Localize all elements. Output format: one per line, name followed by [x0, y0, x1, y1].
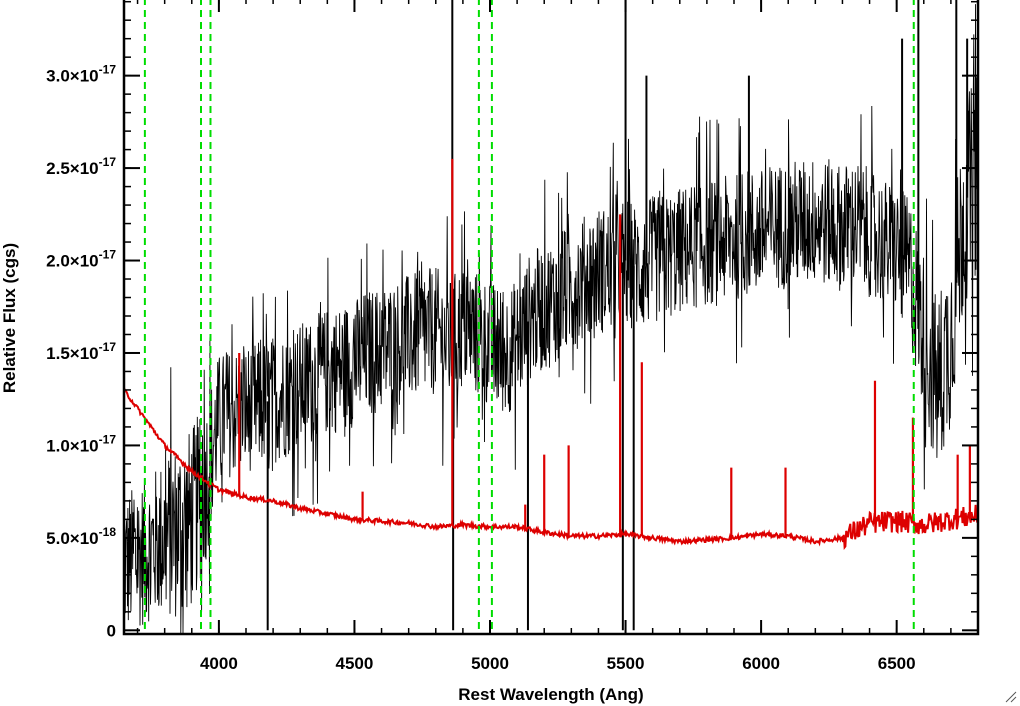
x-tick-label: 5000: [471, 654, 509, 673]
y-tick-mantissa: 1.5×10: [46, 344, 98, 363]
y-axis-title: Relative Flux (cgs): [0, 243, 19, 393]
resize-grip-icon[interactable]: [1005, 691, 1017, 703]
x-axis-title: Rest Wavelength (Ang): [458, 685, 643, 704]
y-tick-label: 1.5×10-17: [46, 340, 116, 363]
x-tick-label: 6500: [878, 654, 916, 673]
x-tick-label: 4500: [336, 654, 374, 673]
y-tick-label: 1.0×10-17: [46, 432, 116, 455]
x-tick-labels: 4000 4500 5000 5500 6000 6500: [200, 654, 916, 673]
y-tick-mantissa: 5.0×10: [46, 529, 98, 548]
series-line: [123, 4, 979, 634]
plot-frame: [122, 0, 980, 636]
series-line: [123, 387, 979, 551]
series-observed: [123, 0, 979, 634]
x-tick-label: 5500: [607, 654, 645, 673]
y-tick-label: 3.0×10-17: [46, 63, 116, 86]
axis-ticks: [124, 0, 979, 634]
y-tick-mantissa: 3.0×10: [46, 67, 98, 86]
y-tick-label: 2.0×10-17: [46, 248, 116, 271]
y-tick-exponent: -17: [99, 248, 117, 262]
y-tick-exponent: -17: [99, 155, 117, 169]
y-tick-label: 5.0×10-18: [46, 525, 116, 548]
y-tick-label: 2.5×10-17: [46, 155, 116, 178]
y-tick-exponent: -17: [99, 340, 117, 354]
series-model: [123, 158, 979, 551]
y-tick-mantissa: 1.0×10: [46, 436, 98, 455]
y-tick-mantissa: 2.0×10: [46, 252, 98, 271]
y-tick-exponent: -17: [99, 432, 117, 446]
series-layer: [123, 0, 979, 634]
y-tick-exponent: -18: [99, 525, 117, 539]
x-tick-label: 4000: [200, 654, 238, 673]
reference-lines: [143, 0, 915, 634]
x-tick-label: 6000: [742, 654, 780, 673]
y-tick-label: 0: [107, 621, 116, 640]
y-tick-mantissa: 2.5×10: [46, 159, 98, 178]
y-tick-exponent: -17: [99, 63, 117, 77]
y-tick-labels: 05.0×10-181.0×10-171.5×10-172.0×10-172.5…: [46, 63, 116, 641]
